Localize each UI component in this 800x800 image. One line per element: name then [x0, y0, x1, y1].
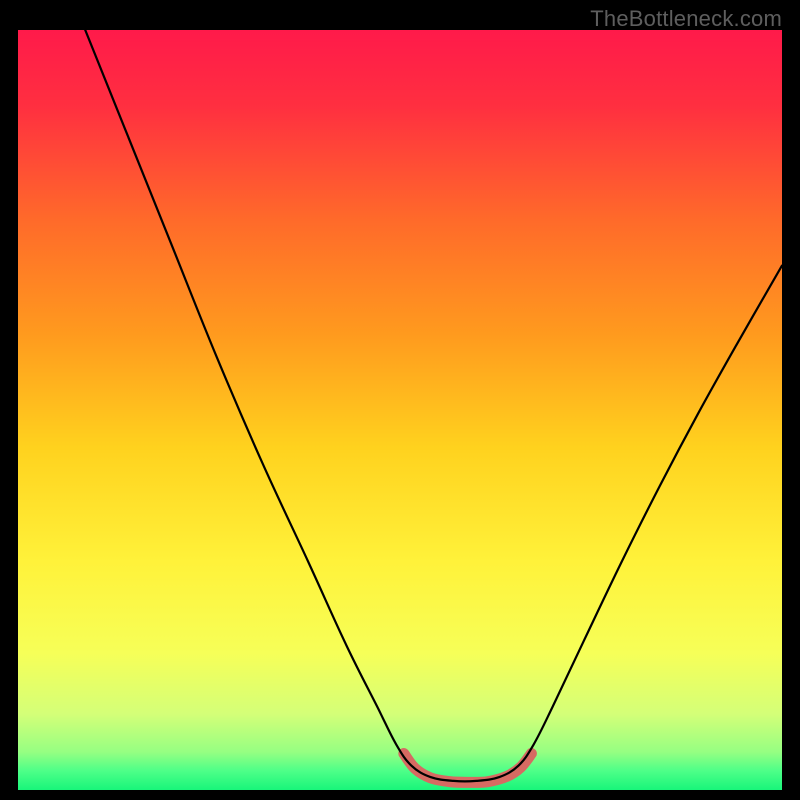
plot-area [18, 30, 782, 790]
bottleneck-curve [85, 30, 782, 781]
watermark-text: TheBottleneck.com [590, 6, 782, 32]
curve-layer [18, 30, 782, 790]
valley-highlight [404, 754, 532, 783]
chart-container: TheBottleneck.com [0, 0, 800, 800]
